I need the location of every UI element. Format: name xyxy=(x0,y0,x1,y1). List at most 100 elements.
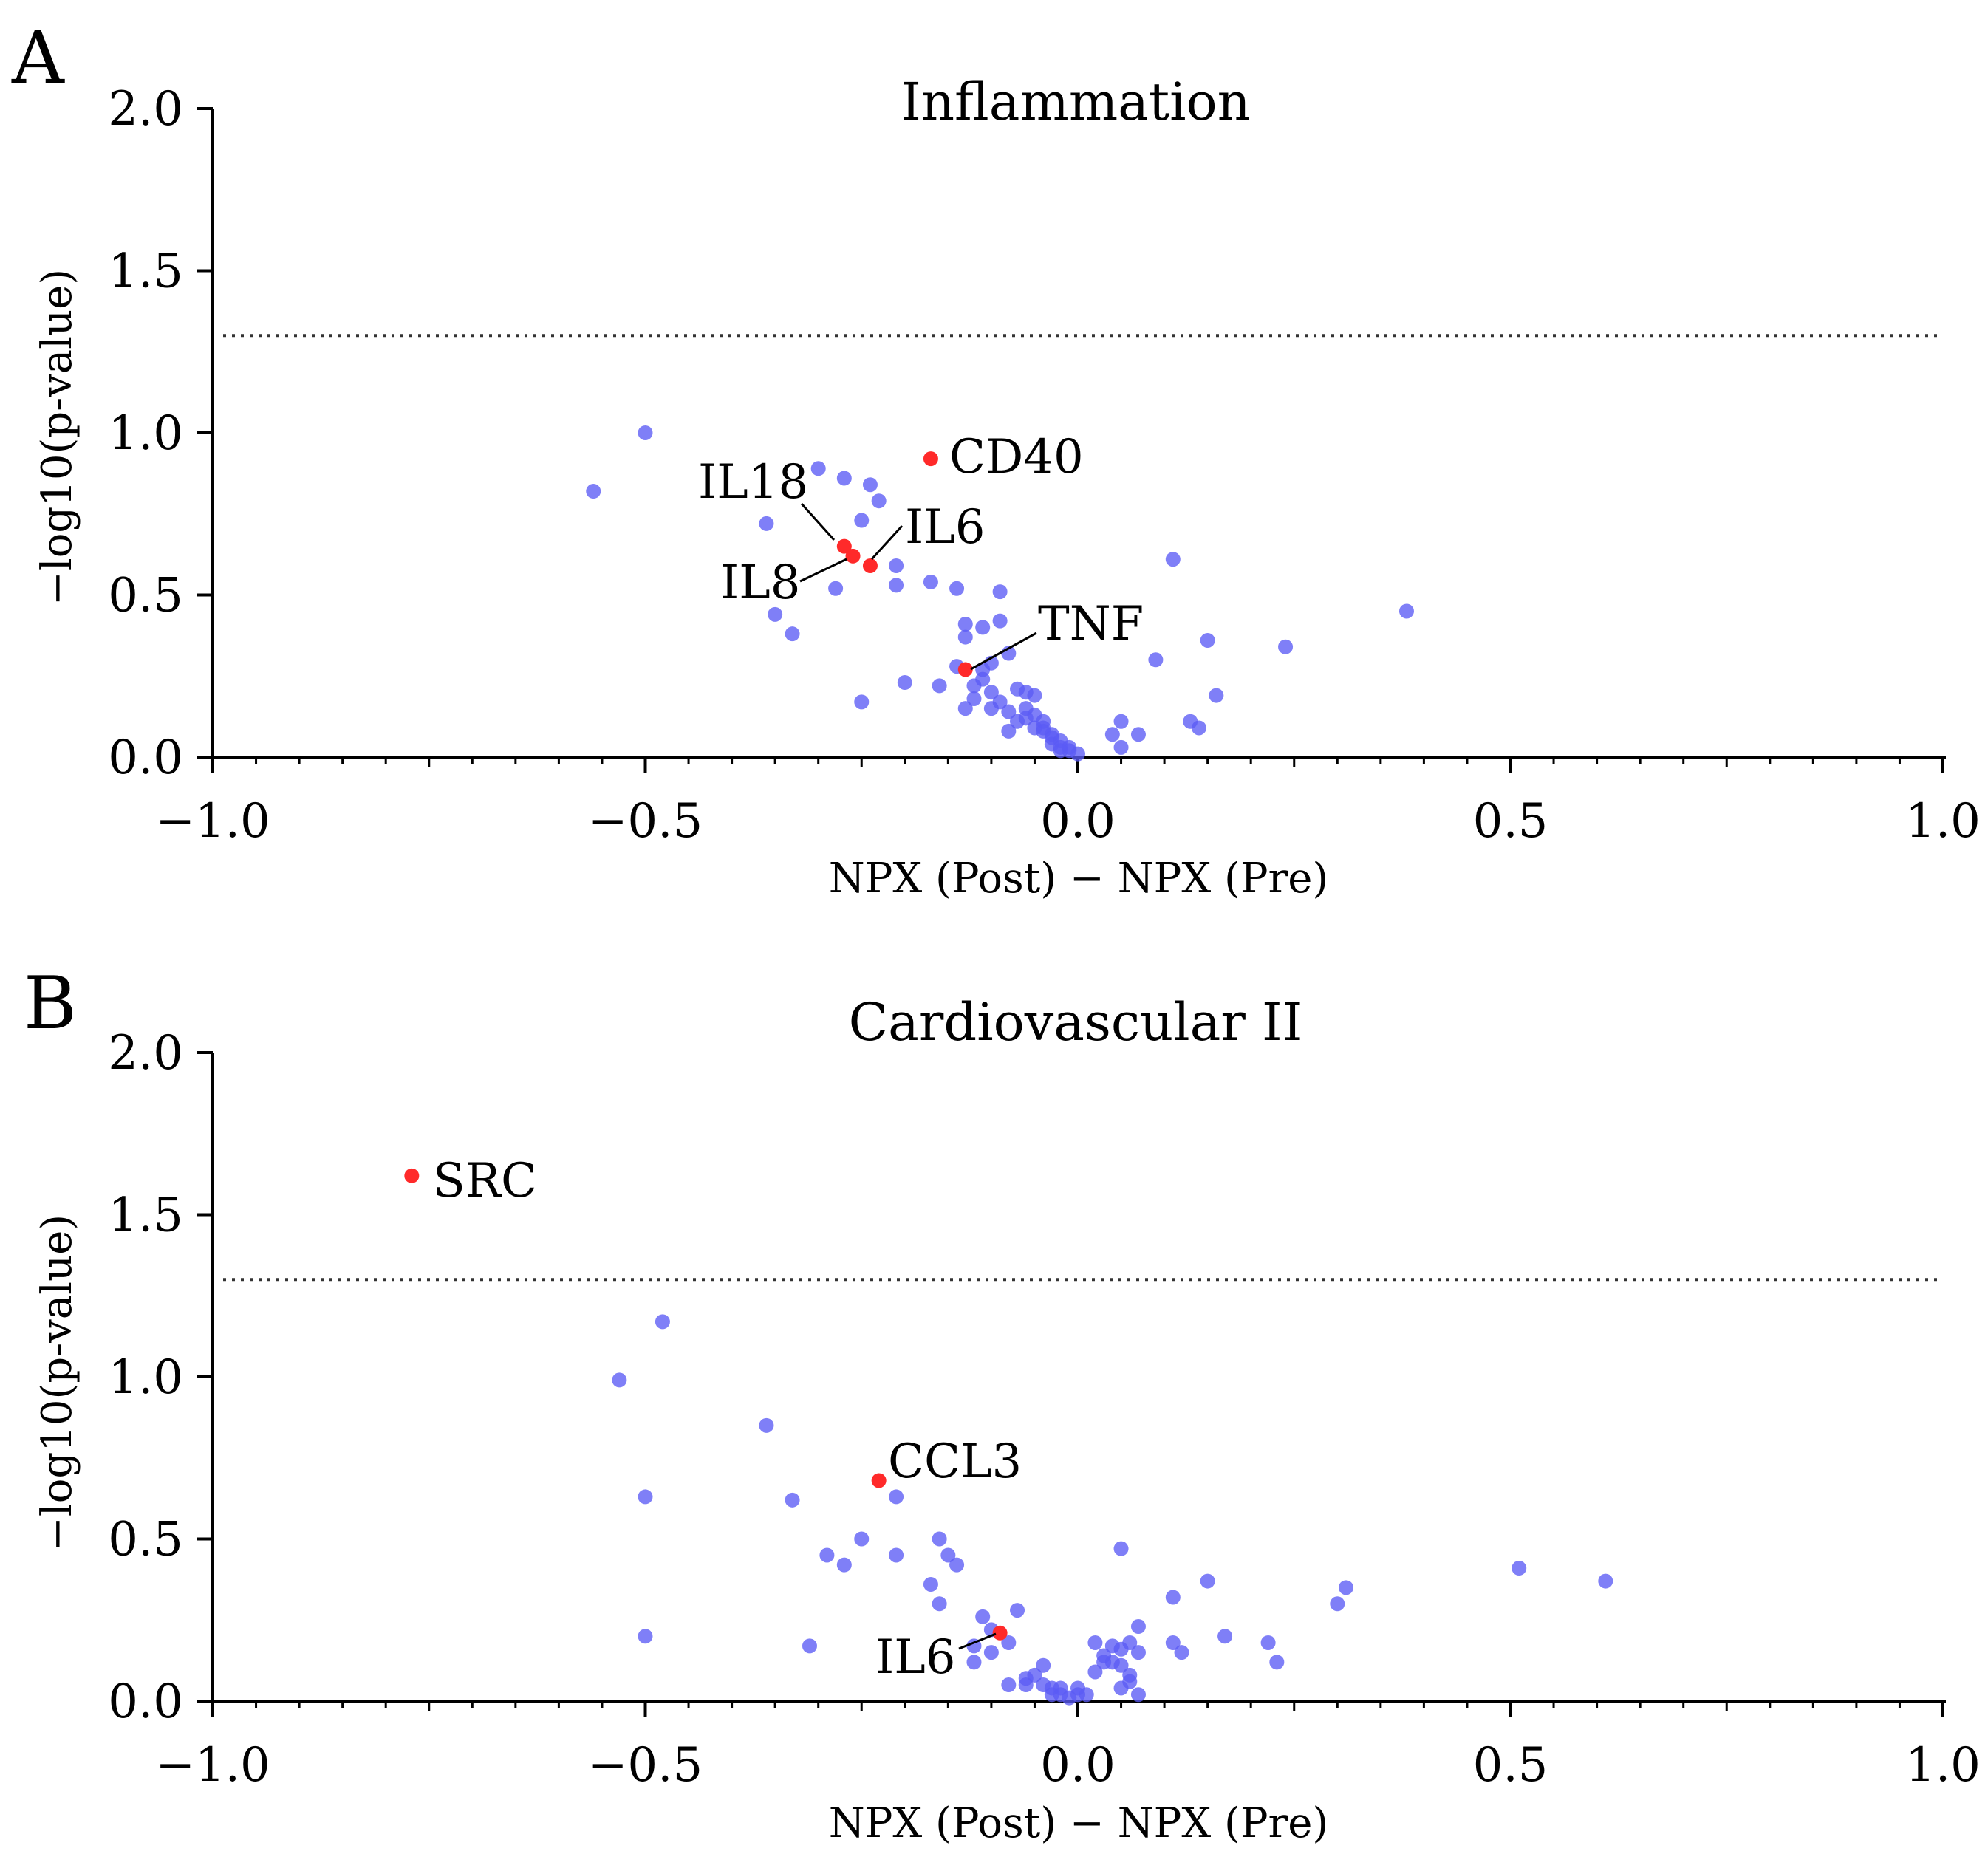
data-point xyxy=(785,626,800,642)
data-point xyxy=(836,1557,852,1573)
point-label-il8: IL8 xyxy=(720,555,801,610)
data-point xyxy=(1339,1580,1354,1595)
chart-title: Inflammation xyxy=(901,72,1250,132)
point-label-il6: IL6 xyxy=(905,500,986,555)
data-point xyxy=(802,1638,817,1654)
x-tick-label: 0.5 xyxy=(1473,794,1548,849)
data-point xyxy=(932,678,947,694)
y-tick-label: 1.5 xyxy=(108,1188,183,1243)
x-tick-label: 0.0 xyxy=(1040,794,1116,849)
point-label-cd40: CD40 xyxy=(949,430,1084,485)
data-point xyxy=(1027,1667,1042,1683)
data-point xyxy=(638,1629,653,1644)
x-tick-label: −0.5 xyxy=(588,794,703,849)
data-point xyxy=(1330,1596,1345,1612)
data-point xyxy=(923,574,938,589)
data-point xyxy=(638,1489,653,1505)
data-point xyxy=(1130,1687,1146,1703)
data-point xyxy=(957,629,973,645)
data-point xyxy=(889,1547,904,1563)
panel-letter: B xyxy=(24,962,77,1046)
data-point xyxy=(638,425,653,440)
data-point xyxy=(586,484,601,499)
data-point xyxy=(759,1417,774,1433)
point-label-il6: IL6 xyxy=(875,1630,956,1685)
data-point xyxy=(1027,688,1042,703)
data-point xyxy=(1130,1645,1146,1660)
data-point xyxy=(1001,723,1017,739)
data-point xyxy=(1398,603,1414,619)
data-point xyxy=(1104,727,1120,742)
data-point xyxy=(975,620,991,635)
data-point xyxy=(854,1531,870,1547)
y-axis-label: −log10(p-value) xyxy=(33,269,81,606)
data-point xyxy=(1598,1573,1613,1589)
highlight-point-cd40 xyxy=(923,451,938,467)
highlight-layer xyxy=(404,1168,1008,1641)
data-point xyxy=(1018,711,1034,726)
y-tick-label: 0.5 xyxy=(108,1513,183,1567)
data-point xyxy=(1001,704,1017,719)
data-point xyxy=(871,493,887,509)
data-point xyxy=(923,1576,938,1592)
data-point xyxy=(957,701,973,716)
panel-b: B Cardiovascular II SRC CCL3 IL6 −1.0 −0… xyxy=(24,962,1981,1847)
data-point xyxy=(1200,632,1215,648)
y-tick-label: 2.0 xyxy=(108,82,183,137)
data-point xyxy=(1165,552,1181,567)
data-point xyxy=(768,606,783,622)
data-point xyxy=(1191,720,1206,736)
data-point xyxy=(1053,743,1068,759)
point-labels: SRC CCL3 IL6 xyxy=(433,1154,1022,1685)
y-tick-label: 2.0 xyxy=(108,1026,183,1081)
data-point xyxy=(1096,1655,1112,1670)
data-point xyxy=(612,1372,627,1388)
point-label-il18: IL18 xyxy=(698,455,808,510)
data-point xyxy=(785,1492,800,1508)
data-point xyxy=(1113,714,1129,729)
data-point xyxy=(889,1489,904,1505)
data-point xyxy=(983,685,999,700)
panel-letter: A xyxy=(11,16,65,100)
data-point xyxy=(983,1645,999,1660)
data-point xyxy=(966,1655,982,1670)
data-point xyxy=(932,1596,947,1612)
points-layer xyxy=(586,425,1414,762)
y-axis-label: −log10(p-value) xyxy=(33,1214,81,1551)
x-tick-label: 0.0 xyxy=(1040,1738,1116,1793)
data-point xyxy=(1001,1677,1017,1693)
data-point xyxy=(1122,1635,1138,1650)
data-point xyxy=(932,1531,947,1547)
data-point xyxy=(1087,1635,1103,1650)
point-label-tnf: TNF xyxy=(1038,597,1144,651)
y-tick-label: 0.0 xyxy=(108,731,183,785)
data-point xyxy=(1010,1603,1025,1618)
data-point xyxy=(1027,720,1042,736)
data-point xyxy=(1130,727,1146,742)
highlight-point-il8 xyxy=(845,548,861,564)
x-axis-label: NPX (Post) − NPX (Pre) xyxy=(829,855,1329,903)
data-point xyxy=(992,613,1008,629)
x-tick-label: 0.5 xyxy=(1473,1738,1548,1793)
highlight-point-src xyxy=(404,1168,420,1183)
highlight-point-il6 xyxy=(862,558,878,573)
data-point xyxy=(1113,1680,1129,1696)
data-point xyxy=(1260,1635,1276,1650)
x-tick-label: 1.0 xyxy=(1905,1738,1981,1793)
y-tick-label: 0.0 xyxy=(108,1674,183,1729)
data-point xyxy=(889,578,904,593)
data-point xyxy=(1104,1638,1120,1654)
data-point xyxy=(1174,1645,1189,1660)
leader-line xyxy=(958,1632,997,1650)
y-tick-label: 1.0 xyxy=(108,1350,183,1405)
tick-layer xyxy=(197,1051,1944,1717)
highlight-point-tnf xyxy=(957,662,973,677)
data-point xyxy=(1044,1687,1059,1703)
panel-a: A Inflammation CD40 IL18 IL6 IL8 TNF −1.… xyxy=(11,16,1981,903)
data-point xyxy=(1217,1629,1233,1644)
data-point xyxy=(1036,1677,1051,1693)
point-label-src: SRC xyxy=(433,1154,537,1208)
data-point xyxy=(889,558,904,573)
data-point xyxy=(897,675,912,691)
